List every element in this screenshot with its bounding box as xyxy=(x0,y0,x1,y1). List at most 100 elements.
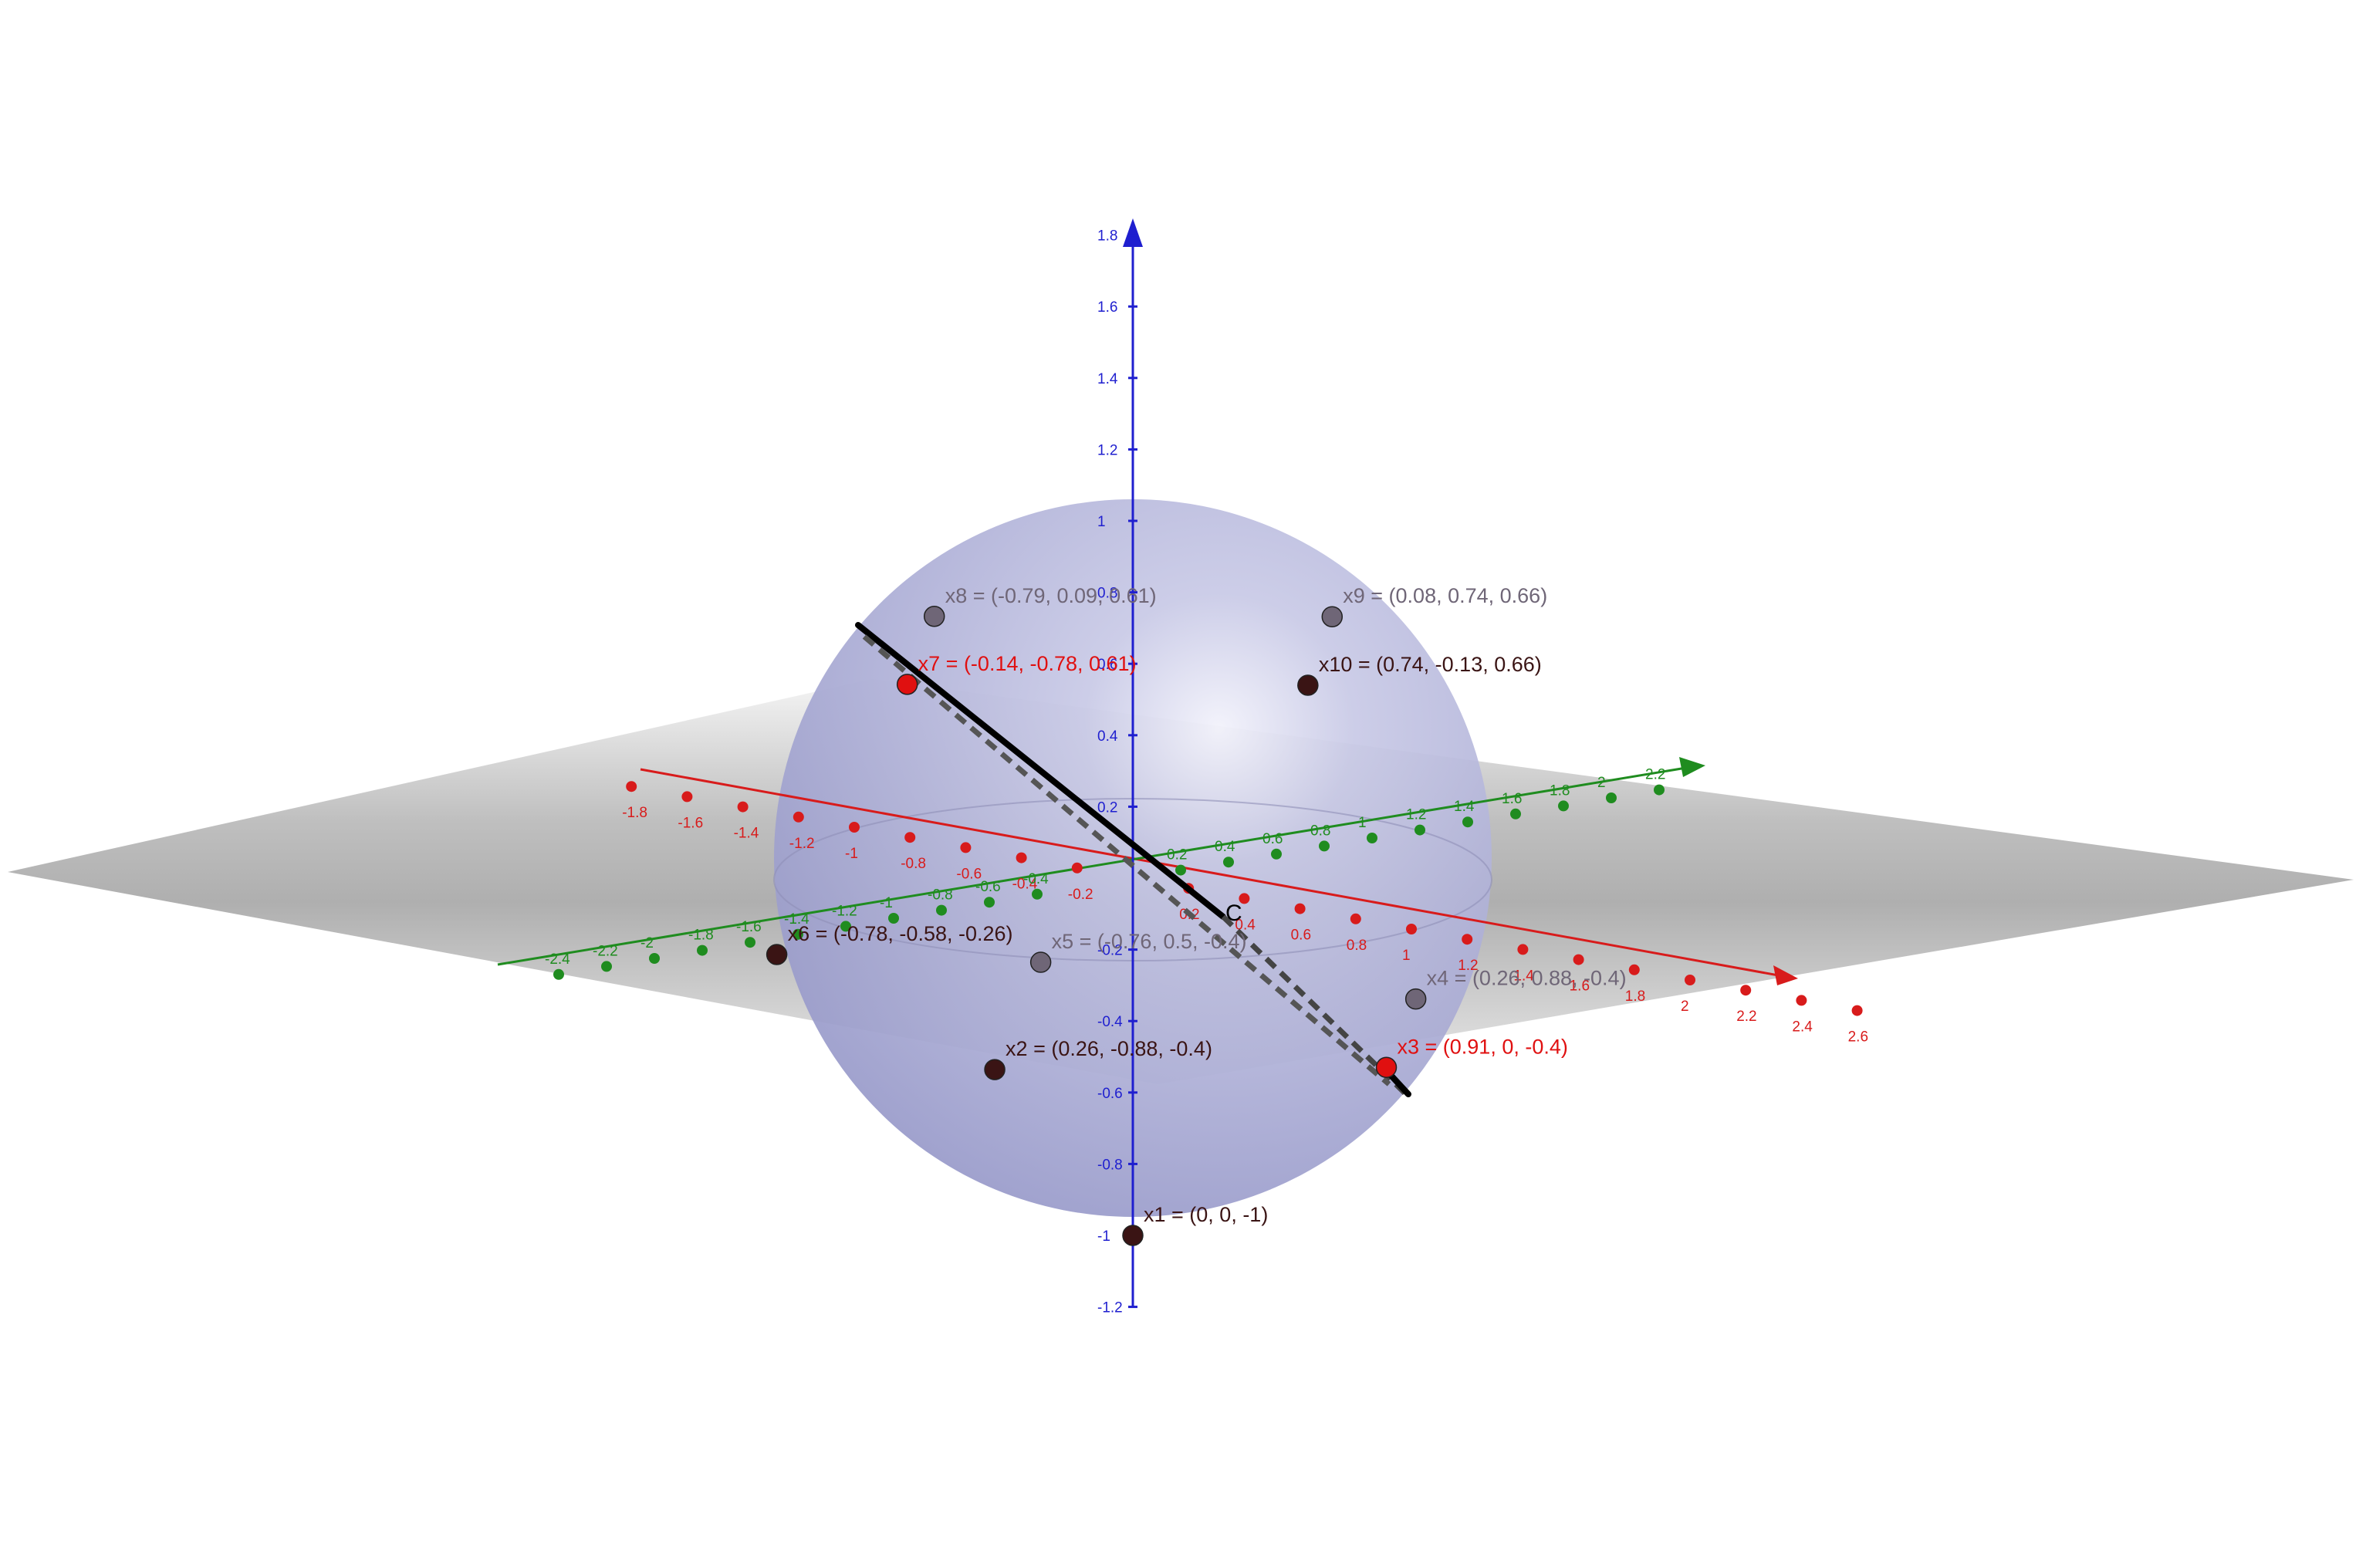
x-axis-tick-label-13: 1 xyxy=(1402,948,1411,964)
y-axis-tick-label-19: 1.8 xyxy=(1550,782,1570,799)
x-axis-tick-label-0: -1.8 xyxy=(622,805,647,821)
z-axis-arrow-icon xyxy=(1123,218,1143,247)
z-axis-tick-label-2: 1.4 xyxy=(1097,371,1118,387)
y-axis-tick-3 xyxy=(697,945,708,956)
y-axis-tick-21 xyxy=(1654,784,1665,796)
x-axis-tick-7 xyxy=(1016,852,1027,863)
y-axis-tick-label-16: 1.2 xyxy=(1406,807,1426,823)
y-axis-tick-20 xyxy=(1606,792,1617,803)
y-axis-tick-label-10: -0.4 xyxy=(1023,871,1049,887)
z-axis-tick-label-0: 1.8 xyxy=(1097,228,1117,245)
x-axis-tick-4 xyxy=(849,822,860,833)
x-axis-tick-label-19: 2.2 xyxy=(1736,1009,1756,1025)
y-axis-tick-label-13: 0.6 xyxy=(1262,831,1283,847)
point-x4-label: x4 = (0.26, 0.88, -0.4) xyxy=(1427,967,1627,990)
x-axis-tick-15 xyxy=(1517,944,1529,955)
y-axis-tick-13 xyxy=(1271,848,1282,860)
point-x4[interactable] xyxy=(1404,988,1427,1010)
y-axis-tick-label-7: -1 xyxy=(880,895,893,911)
point-x7[interactable] xyxy=(896,674,918,695)
y-axis-tick-label-8: -0.8 xyxy=(928,887,953,904)
point-x7-label: x7 = (-0.14, -0.78, 0.61) xyxy=(918,652,1137,675)
point-x3[interactable] xyxy=(1375,1056,1398,1079)
y-axis-tick-label-18: 1.6 xyxy=(1502,791,1522,807)
y-axis-tick-label-17: 1.4 xyxy=(1454,799,1475,815)
y-axis-tick-2 xyxy=(649,953,660,964)
y-axis-tick-label-3: -1.8 xyxy=(688,928,714,944)
point-x6[interactable] xyxy=(766,944,788,965)
point-x9[interactable] xyxy=(1321,606,1344,627)
y-axis-tick-10 xyxy=(1032,888,1043,900)
x-axis-tick-label-15: 1.4 xyxy=(1513,968,1534,984)
y-axis-tick-8 xyxy=(936,904,947,916)
point-x6-label: x6 = (-0.78, -0.58, -0.26) xyxy=(788,922,1013,945)
z-axis-tick-label-5: 0.8 xyxy=(1097,586,1117,602)
x-axis-tick-label-2: -1.4 xyxy=(734,826,759,842)
x-axis-tick-label-21: 2.6 xyxy=(1848,1029,1868,1046)
x-axis-tick-19 xyxy=(1740,985,1752,996)
z-axis-tick-label-9: -0.2 xyxy=(1097,943,1123,959)
y-axis-tick-1 xyxy=(601,961,612,972)
point-x8-label: x8 = (-0.79, 0.09, 0.61) xyxy=(945,584,1157,607)
y-axis-tick-label-0: -2.4 xyxy=(545,951,570,968)
y-axis-tick-label-11: 0.2 xyxy=(1167,847,1187,863)
y-axis-tick-12 xyxy=(1223,857,1234,868)
z-axis-tick-label-14: -1.2 xyxy=(1097,1300,1123,1316)
z-axis-tick-label-8: 0.2 xyxy=(1097,799,1117,816)
x-axis-tick-label-1: -1.6 xyxy=(678,815,703,831)
x-axis-tick-13 xyxy=(1406,924,1417,934)
z-axis-tick-label-10: -0.4 xyxy=(1097,1014,1123,1030)
y-axis-tick-label-6: -1.2 xyxy=(832,903,857,919)
x-axis-tick-label-6: -0.6 xyxy=(956,866,982,882)
z-axis-tick-label-6: 0.6 xyxy=(1097,657,1117,673)
y-axis-tick-0 xyxy=(553,968,564,980)
x-axis-tick-20 xyxy=(1796,995,1807,1006)
x-axis-tick-label-8: -0.2 xyxy=(1068,887,1093,903)
x-axis-tick-16 xyxy=(1573,954,1584,965)
y-axis-tick-label-2: -2 xyxy=(641,935,654,951)
y-axis-tick-7 xyxy=(888,913,899,924)
y-axis-tick-label-4: -1.6 xyxy=(736,919,762,935)
point-x8[interactable] xyxy=(923,606,945,627)
point-x10[interactable] xyxy=(1297,674,1319,696)
x-axis-tick-21 xyxy=(1851,1005,1863,1016)
x-axis-tick-6 xyxy=(960,842,972,853)
x-axis-tick-label-5: -0.8 xyxy=(901,856,926,872)
center-label: C xyxy=(1225,901,1242,926)
point-x2-label: x2 = (0.26, -0.88, -0.4) xyxy=(1006,1037,1212,1060)
y-axis-tick-18 xyxy=(1510,808,1521,819)
point-x1[interactable] xyxy=(1122,1225,1144,1246)
x-axis-tick-14 xyxy=(1462,934,1473,945)
x-axis-tick-label-4: -1 xyxy=(845,846,858,862)
point-x10-label: x10 = (0.74, -0.13, 0.66) xyxy=(1319,653,1542,676)
x-axis-tick-18 xyxy=(1685,975,1695,985)
x-axis-tick-label-20: 2.4 xyxy=(1792,1019,1813,1035)
x-axis-arrow-icon xyxy=(1773,965,1798,985)
x-axis-tick-label-16: 1.6 xyxy=(1570,978,1590,995)
z-axis-tick-label-12: -0.8 xyxy=(1097,1157,1123,1173)
z-axis-tick-label-7: 0.4 xyxy=(1097,728,1118,745)
x-axis-tick-11 xyxy=(1294,903,1306,914)
x-axis-tick-2 xyxy=(737,801,749,813)
x-axis-tick-label-18: 2 xyxy=(1681,999,1689,1015)
y-axis-tick-label-1: -2.2 xyxy=(593,943,618,959)
point-x2[interactable] xyxy=(984,1059,1006,1080)
y-axis-tick-15 xyxy=(1367,833,1377,843)
y-axis xyxy=(497,766,1687,966)
point-x3-label: x3 = (0.91, 0, -0.4) xyxy=(1398,1035,1568,1058)
x-axis-tick-3 xyxy=(793,811,804,823)
y-axis-tick-label-5: -1.4 xyxy=(784,911,810,928)
x-axis-tick-1 xyxy=(681,791,693,803)
y-axis-tick-14 xyxy=(1319,840,1330,852)
z-axis-tick-label-11: -0.6 xyxy=(1097,1086,1123,1102)
point-x9-label: x9 = (0.08, 0.74, 0.66) xyxy=(1343,584,1547,607)
x-axis-tick-label-7: -0.4 xyxy=(1012,877,1038,893)
x-axis-tick-label-11: 0.6 xyxy=(1291,928,1311,944)
y-axis-tick-6 xyxy=(840,921,851,932)
x-axis xyxy=(640,768,1783,978)
point-x5[interactable] xyxy=(1029,951,1052,973)
y-axis-tick-label-12: 0.4 xyxy=(1215,839,1235,855)
z-axis-tick-label-13: -1 xyxy=(1097,1228,1110,1245)
z-axis-tick-label-1: 1.6 xyxy=(1097,299,1117,316)
